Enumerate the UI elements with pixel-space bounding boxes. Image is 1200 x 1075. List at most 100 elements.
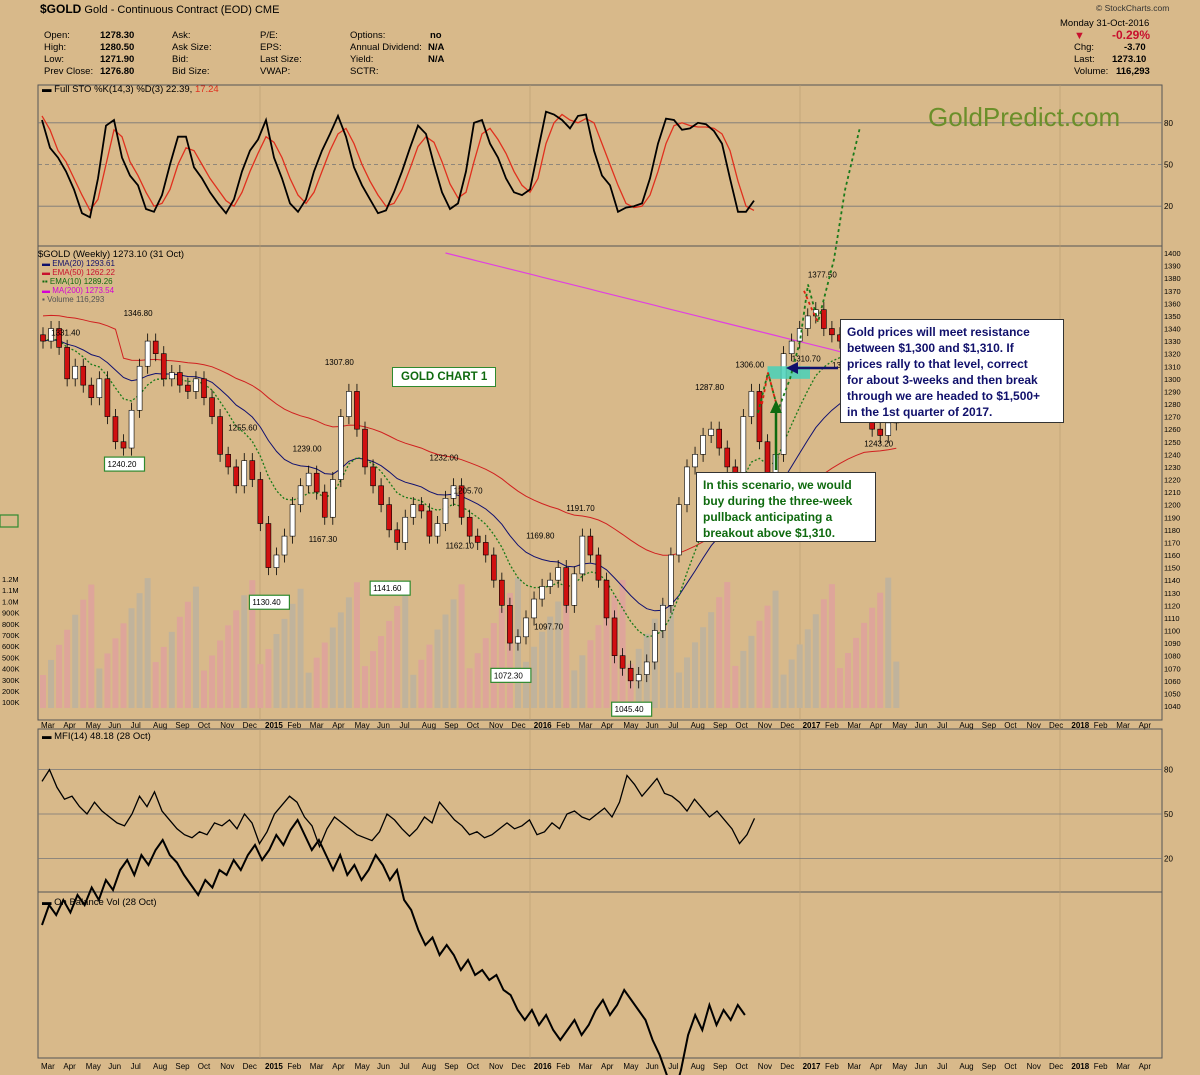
volume-bar-66: [571, 670, 578, 708]
mfi-level-80: 80: [1164, 766, 1173, 775]
price-ytick-1110: 1110: [1164, 614, 1180, 623]
volume-bar-78: [667, 588, 674, 708]
volume-bar-104: [877, 592, 884, 708]
volume-bar-30: [281, 618, 288, 708]
price-xaxis-tick-16: Jul: [399, 721, 409, 730]
bottom-xaxis-tick-16: Jul: [399, 1062, 409, 1071]
volume-bar-102: [861, 622, 868, 708]
mfi-level-50: 50: [1164, 810, 1173, 819]
price-ytick-1210: 1210: [1164, 488, 1181, 497]
volume-bar-38: [345, 597, 352, 708]
volume-bar-100: [845, 653, 851, 708]
price-ytick-1360: 1360: [1164, 299, 1181, 308]
volume-bar-39: [353, 582, 360, 708]
price-label-7: 1307.80: [325, 358, 354, 367]
candle-body-22: [217, 416, 223, 455]
resistance-line-1: Gold prices will meet resistance: [847, 325, 1030, 339]
bottom-xaxis-tick-36: Mar: [847, 1062, 861, 1071]
volume-bar-99: [836, 668, 843, 708]
volume-bar-94: [796, 644, 803, 708]
volume-bar-5: [80, 599, 87, 708]
volume-bar-29: [273, 633, 280, 708]
bottom-xaxis-tick-47: Feb: [1094, 1062, 1108, 1071]
price-xaxis-tick-25: Apr: [601, 721, 614, 730]
volume-legend-label: Volume 116,293: [47, 295, 105, 304]
candle-body-42: [378, 485, 384, 505]
ema10-label: EMA(10) 1289.26: [49, 277, 113, 286]
candle-body-83: [708, 428, 714, 436]
volume-bar-8: [104, 653, 111, 708]
resistance-line-3: prices rally to that level, correct: [847, 357, 1028, 371]
price-ytick-1230: 1230: [1164, 463, 1181, 472]
volume-bar-37: [337, 612, 344, 708]
ema50-legend: ▬ EMA(50) 1262.22: [42, 268, 115, 277]
candle-body-54: [474, 535, 481, 543]
yield-value: N/A: [428, 54, 445, 65]
price-label-10: 1205.70: [454, 486, 483, 495]
volume-tick-4: 800K: [2, 620, 20, 629]
price-xaxis-tick-30: Sep: [713, 721, 728, 730]
quote-header: $GOLD Gold - Continuous Contract (EOD) C…: [0, 0, 1200, 84]
mfi-label: MFI(14) 48.18 (28 Oct): [54, 731, 151, 742]
price-ytick-1300: 1300: [1164, 375, 1181, 384]
prev-close-label: Prev Close:: [44, 66, 94, 77]
candle-body-21: [209, 397, 215, 417]
quote-date: Monday 31-Oct-2016: [1060, 18, 1150, 29]
panel-frame-3: [37, 891, 1163, 1059]
dividend-label: Annual Dividend:: [350, 42, 422, 53]
candle-body-40: [362, 428, 368, 468]
bottom-xaxis-tick-21: Dec: [511, 1062, 525, 1071]
bottom-xaxis-tick-40: Jul: [937, 1062, 947, 1071]
volume-bar-56: [490, 623, 497, 708]
resistance-line-4: for about 3-weeks and then break: [847, 373, 1038, 387]
volume-bar-95: [804, 629, 811, 708]
price-ytick-1400: 1400: [1164, 249, 1181, 258]
volume-tick-7: 500K: [2, 653, 20, 662]
price-xaxis-tick-36: Mar: [847, 721, 861, 730]
candle-body-72: [619, 655, 626, 669]
price-xaxis-tick-3: Jun: [108, 721, 121, 730]
yield-label: Yield:: [350, 54, 374, 65]
price-ytick-1260: 1260: [1164, 425, 1181, 434]
mfi-legend: ▬ MFI(14) 48.18 (28 Oct): [42, 731, 151, 742]
watermark: GoldPredict.com: [928, 102, 1121, 132]
candle-body-32: [297, 485, 304, 505]
candle-body-79: [676, 504, 682, 556]
price-label-21: 1377.50: [808, 270, 837, 279]
volume-bar-103: [869, 607, 876, 708]
price-label-box-2: [103, 456, 146, 472]
price-xaxis-tick-18: Sep: [444, 721, 459, 730]
candle-body-48: [426, 510, 433, 537]
volume-bar-4: [72, 614, 79, 708]
volume-bar-48: [426, 644, 433, 708]
volume-tick-10: 200K: [2, 687, 20, 696]
candle-body-50: [442, 498, 449, 524]
prev-close-value: 1276.80: [100, 66, 135, 77]
candle-body-60: [523, 617, 529, 638]
candle-body-36: [329, 479, 336, 518]
price-label-16: 1045.40: [615, 705, 644, 714]
price-legend-text: $GOLD (Weekly) 1273.10 (31 Oct): [38, 249, 185, 260]
candle-body-47: [418, 504, 425, 512]
volume-bar-41: [370, 651, 377, 708]
candle-body-95: [804, 315, 811, 329]
projection-path-green: [757, 126, 861, 414]
candle-body-69: [595, 554, 602, 581]
ask-size-label: Ask Size:: [172, 42, 212, 53]
bottom-xaxis-tick-22: 2016: [534, 1062, 552, 1071]
price-xaxis-tick-21: Dec: [511, 721, 525, 730]
ema10-line: [42, 338, 897, 638]
volume-tick-3: 900K: [2, 609, 20, 618]
volume-bar-22: [217, 640, 224, 708]
price-xaxis-tick-0: Mar: [41, 721, 55, 730]
volume-bar-17: [176, 616, 183, 708]
candle-body-88: [748, 391, 755, 417]
price-ytick-1270: 1270: [1164, 413, 1181, 422]
percent-change: -0.29%: [1112, 28, 1151, 42]
bottom-xaxis-tick-1: Apr: [63, 1062, 76, 1071]
candle-body-8: [104, 378, 111, 417]
candle-body-30: [281, 535, 288, 556]
volume-bar-36: [329, 627, 336, 708]
candle-body-61: [531, 598, 537, 619]
